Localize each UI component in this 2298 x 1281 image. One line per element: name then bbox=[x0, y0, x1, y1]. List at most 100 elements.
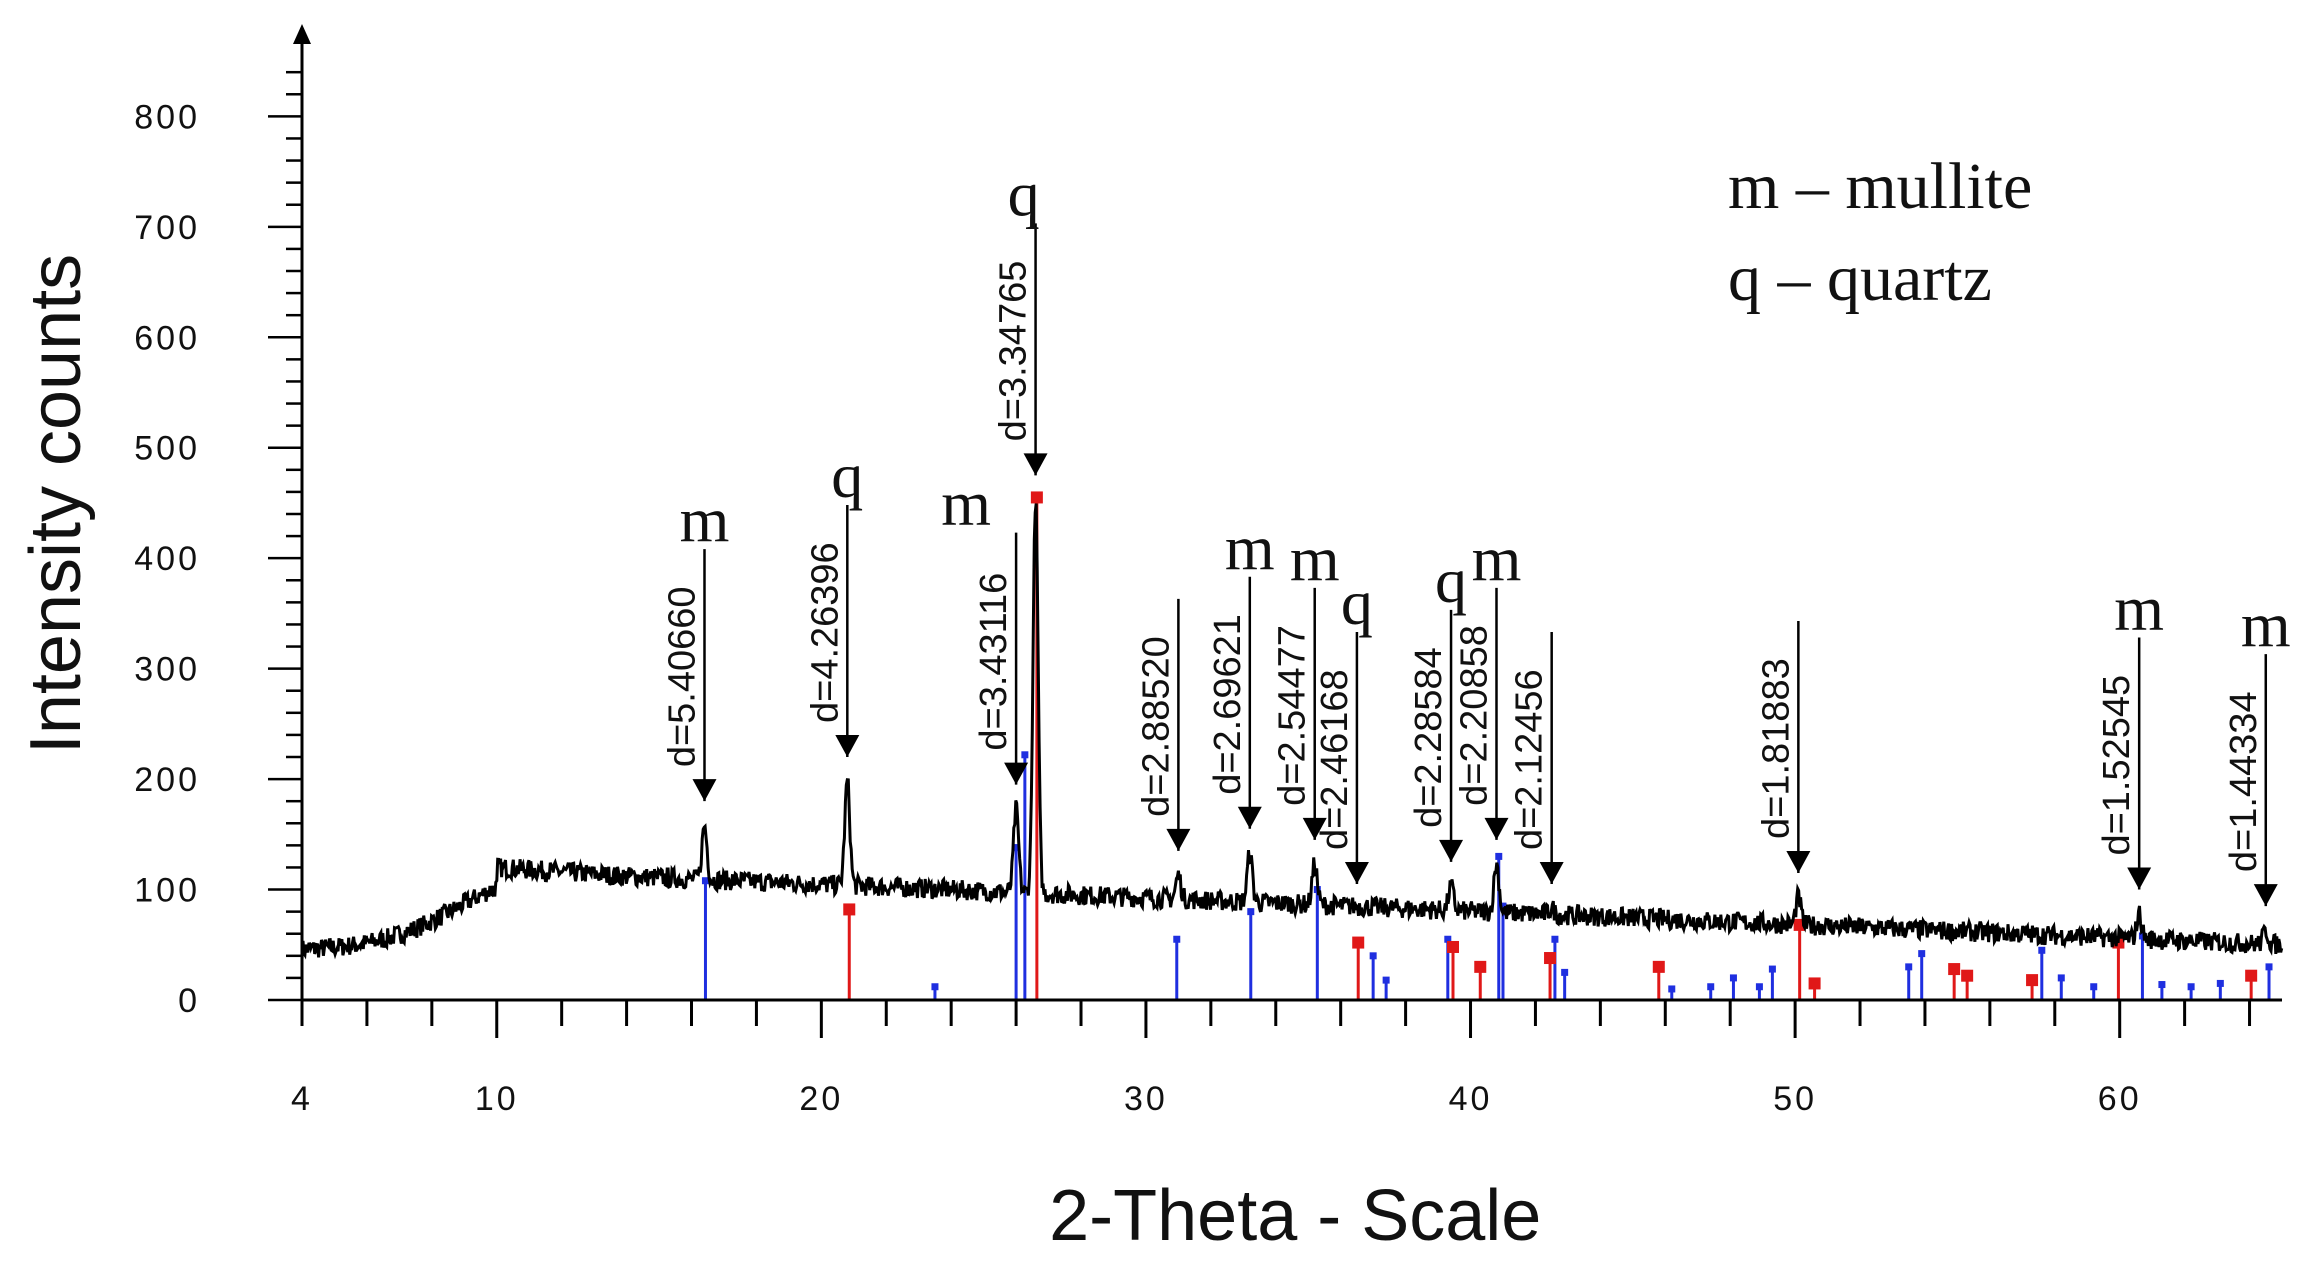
mullite-reference-marker bbox=[1012, 844, 1020, 852]
peak-marker-triangle-icon bbox=[1539, 862, 1564, 885]
y-tick-label: 800 bbox=[134, 98, 200, 136]
mullite-reference-marker bbox=[1729, 974, 1737, 982]
y-tick-label: 300 bbox=[134, 651, 200, 689]
peak-marker-triangle-icon bbox=[1439, 839, 1464, 862]
y-tick-label: 600 bbox=[134, 319, 200, 357]
mullite-reference-marker bbox=[1755, 983, 1763, 991]
d-spacing-label: d=2.46168 bbox=[1314, 669, 1356, 850]
mullite-reference-marker bbox=[931, 983, 939, 991]
quartz-reference-marker bbox=[1474, 960, 1487, 973]
diffraction-curve bbox=[300, 503, 2284, 960]
d-spacing-label: d=2.69621 bbox=[1207, 614, 1249, 795]
y-tick-label: 0 bbox=[178, 982, 200, 1020]
phase-label: m bbox=[1472, 523, 1522, 594]
x-tick-label: 4 bbox=[291, 1080, 313, 1118]
phase-label: m bbox=[680, 484, 730, 555]
x-tick-label: 20 bbox=[799, 1080, 843, 1118]
mullite-reference-marker bbox=[2090, 983, 2098, 991]
x-tick-label: 60 bbox=[2098, 1080, 2142, 1118]
peak-marker-triangle-icon bbox=[1237, 806, 1262, 829]
d-spacing-label: d=2.28584 bbox=[1408, 647, 1450, 828]
legend-mullite: m – mullite bbox=[1728, 150, 2032, 223]
mullite-reference-marker bbox=[1768, 965, 1776, 973]
peak-marker-triangle-icon bbox=[1344, 862, 1369, 885]
peak-marker-triangle-icon bbox=[1004, 762, 1029, 785]
mullite-reference-marker bbox=[701, 877, 709, 885]
mullite-reference-marker bbox=[1707, 983, 1715, 991]
x-tick-label: 50 bbox=[1773, 1080, 1817, 1118]
d-spacing-label: d=1.44334 bbox=[2223, 691, 2265, 872]
d-spacing-label: d=1.52545 bbox=[2096, 675, 2138, 856]
mullite-reference-marker bbox=[1382, 976, 1390, 984]
mullite-reference-marker bbox=[2138, 932, 2146, 940]
y-tick-label: 400 bbox=[134, 540, 200, 578]
quartz-reference-marker bbox=[1808, 977, 1821, 990]
legend-quartz: q – quartz bbox=[1728, 242, 1992, 315]
mullite-reference-marker bbox=[1499, 902, 1507, 910]
quartz-reference-marker bbox=[2026, 974, 2039, 987]
quartz-reference-marker bbox=[1961, 969, 1974, 982]
quartz-reference-marker bbox=[2245, 969, 2258, 982]
peak-marker-triangle-icon bbox=[835, 735, 860, 757]
peak-marker-triangle-icon bbox=[1023, 453, 1048, 476]
mullite-reference-marker bbox=[1369, 952, 1377, 960]
y-axis-arrow-icon bbox=[293, 24, 311, 44]
peak-marker-triangle-icon bbox=[692, 779, 717, 802]
mullite-reference-marker bbox=[1495, 852, 1503, 860]
phase-label: m bbox=[1225, 512, 1275, 583]
phase-label: q bbox=[1341, 567, 1373, 638]
d-spacing-label: d=2.12456 bbox=[1509, 669, 1551, 850]
y-tick-label: 200 bbox=[134, 761, 200, 799]
phase-label: m bbox=[941, 468, 991, 539]
phase-label: m bbox=[2114, 573, 2164, 644]
x-axis-title: 2-Theta - Scale bbox=[1049, 1176, 1541, 1256]
phase-label: m bbox=[2241, 589, 2291, 660]
quartz-reference-marker bbox=[1446, 940, 1459, 953]
x-tick-label: 10 bbox=[475, 1080, 519, 1118]
phase-label: q bbox=[1435, 545, 1467, 616]
phase-label: m bbox=[1290, 523, 1340, 594]
mullite-reference-marker bbox=[1173, 935, 1181, 943]
d-spacing-label: d=3.34765 bbox=[993, 261, 1035, 442]
d-spacing-label: d=5.40660 bbox=[661, 586, 703, 767]
y-tick-label: 700 bbox=[134, 209, 200, 247]
y-tick-label: 500 bbox=[134, 430, 200, 468]
mullite-reference-marker bbox=[2187, 983, 2195, 991]
mullite-reference-marker bbox=[1021, 751, 1029, 759]
mullite-reference-marker bbox=[1905, 963, 1913, 971]
quartz-reference-marker bbox=[1652, 960, 1665, 973]
mullite-reference-marker bbox=[1561, 968, 1569, 976]
mullite-reference-marker bbox=[1444, 935, 1452, 943]
mullite-reference-marker bbox=[1551, 935, 1559, 943]
mullite-reference-marker bbox=[2158, 981, 2166, 989]
d-spacing-label: d=2.88520 bbox=[1135, 636, 1177, 817]
peak-marker-triangle-icon bbox=[1302, 817, 1327, 840]
peak-marker-triangle-icon bbox=[2127, 867, 2152, 890]
x-tick-label: 30 bbox=[1124, 1080, 1168, 1118]
mullite-reference-marker bbox=[2057, 974, 2065, 982]
mullite-reference-marker bbox=[1918, 950, 1926, 958]
d-spacing-label: d=4.26396 bbox=[804, 542, 846, 723]
mullite-reference-marker bbox=[1668, 985, 1676, 993]
quartz-reference-marker bbox=[1948, 963, 1961, 976]
y-tick-label: 100 bbox=[134, 872, 200, 910]
phase-label: q bbox=[1008, 158, 1040, 229]
peak-marker-triangle-icon bbox=[1786, 850, 1811, 873]
quartz-reference-marker bbox=[1352, 936, 1365, 949]
d-spacing-label: d=2.54477 bbox=[1272, 625, 1314, 806]
mullite-reference-marker bbox=[2265, 963, 2273, 971]
mullite-reference-marker bbox=[2038, 946, 2046, 954]
d-spacing-label: d=1.81883 bbox=[1755, 658, 1797, 839]
peak-marker-triangle-icon bbox=[2253, 884, 2278, 907]
quartz-reference-marker bbox=[843, 903, 856, 916]
quartz-reference-marker bbox=[1030, 491, 1043, 504]
y-axis-title: Intensity counts bbox=[16, 254, 96, 754]
phase-label: q bbox=[831, 440, 863, 511]
d-spacing-label: d=2.20858 bbox=[1453, 625, 1495, 806]
d-spacing-label: d=3.43116 bbox=[973, 573, 1015, 751]
peak-marker-triangle-icon bbox=[1166, 828, 1191, 851]
x-tick-label: 40 bbox=[1449, 1080, 1493, 1118]
peak-marker-triangle-icon bbox=[1484, 817, 1509, 840]
